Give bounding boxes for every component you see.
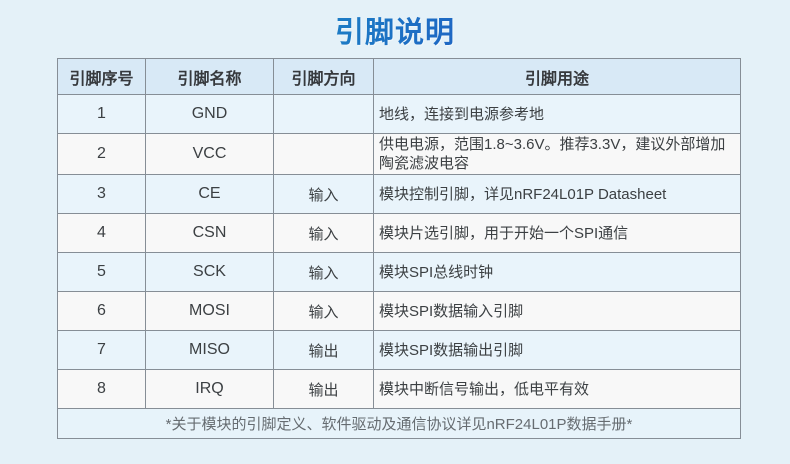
table-header-row: 引脚序号 引脚名称 引脚方向 引脚用途 — [57, 58, 741, 95]
pin-number-cell: 5 — [57, 252, 146, 292]
table-row: 3 CE 输入 模块控制引脚，详见nRF24L01P Datasheet — [57, 174, 741, 214]
table-row: 7 MISO 输出 模块SPI数据输出引脚 — [57, 330, 741, 370]
table-row: 4 CSN 输入 模块片选引脚，用于开始一个SPI通信 — [57, 213, 741, 253]
footnote: *关于模块的引脚定义、软件驱动及通信协议详见nRF24L01P数据手册* — [57, 408, 741, 439]
pin-purpose-cell: 模块控制引脚，详见nRF24L01P Datasheet — [373, 174, 741, 214]
pin-name-cell: MOSI — [145, 291, 274, 331]
pin-direction-cell: 输出 — [273, 369, 374, 409]
page-title: 引脚说明 — [0, 9, 790, 51]
pin-name-cell: IRQ — [145, 369, 274, 409]
pin-number-cell: 4 — [57, 213, 146, 253]
pin-name-cell: CE — [145, 174, 274, 214]
pin-direction-cell: 输入 — [273, 252, 374, 292]
pin-direction-cell — [273, 133, 374, 175]
pin-purpose-cell: 模块SPI数据输入引脚 — [373, 291, 741, 331]
table-row: 6 MOSI 输入 模块SPI数据输入引脚 — [57, 291, 741, 331]
pin-direction-cell: 输出 — [273, 330, 374, 370]
pin-description-table: 引脚序号 引脚名称 引脚方向 引脚用途 1 GND 地线，连接到电源参考地 2 VCC 供电电源… — [57, 58, 741, 439]
pin-name-cell: MISO — [145, 330, 274, 370]
column-header: 引脚序号 — [57, 58, 146, 95]
column-header: 引脚用途 — [373, 58, 741, 95]
pin-name-cell: SCK — [145, 252, 274, 292]
table-row: 1 GND 地线，连接到电源参考地 — [57, 94, 741, 134]
column-header: 引脚方向 — [273, 58, 374, 95]
pin-number-cell: 1 — [57, 94, 146, 134]
pin-number-cell: 8 — [57, 369, 146, 409]
pin-direction-cell — [273, 94, 374, 134]
pin-name-cell: GND — [145, 94, 274, 134]
pin-purpose-cell: 模块片选引脚，用于开始一个SPI通信 — [373, 213, 741, 253]
pin-purpose-cell: 模块中断信号输出，低电平有效 — [373, 369, 741, 409]
pin-purpose-cell: 模块SPI总线时钟 — [373, 252, 741, 292]
pin-purpose-cell: 地线，连接到电源参考地 — [373, 94, 741, 134]
table-row: 5 SCK 输入 模块SPI总线时钟 — [57, 252, 741, 292]
table-row: 8 IRQ 输出 模块中断信号输出，低电平有效 — [57, 369, 741, 409]
pin-number-cell: 2 — [57, 133, 146, 175]
pin-name-cell: CSN — [145, 213, 274, 253]
pin-direction-cell: 输入 — [273, 291, 374, 331]
pin-name-cell: VCC — [145, 133, 274, 175]
pin-number-cell: 3 — [57, 174, 146, 214]
pin-number-cell: 6 — [57, 291, 146, 331]
table-row: 2 VCC 供电电源，范围1.8~3.6V。推荐3.3V，建议外部增加陶瓷滤波电容 — [57, 133, 741, 175]
pin-purpose-cell: 供电电源，范围1.8~3.6V。推荐3.3V，建议外部增加陶瓷滤波电容 — [373, 133, 741, 175]
pin-number-cell: 7 — [57, 330, 146, 370]
pin-direction-cell: 输入 — [273, 213, 374, 253]
pin-table-body: 1 GND 地线，连接到电源参考地 2 VCC 供电电源，范围1.8~3.6V。推荐3.3… — [57, 94, 741, 409]
pin-purpose-cell: 模块SPI数据输出引脚 — [373, 330, 741, 370]
column-header: 引脚名称 — [145, 58, 274, 95]
pin-direction-cell: 输入 — [273, 174, 374, 214]
table-footnote-row: *关于模块的引脚定义、软件驱动及通信协议详见nRF24L01P数据手册* — [57, 408, 741, 439]
